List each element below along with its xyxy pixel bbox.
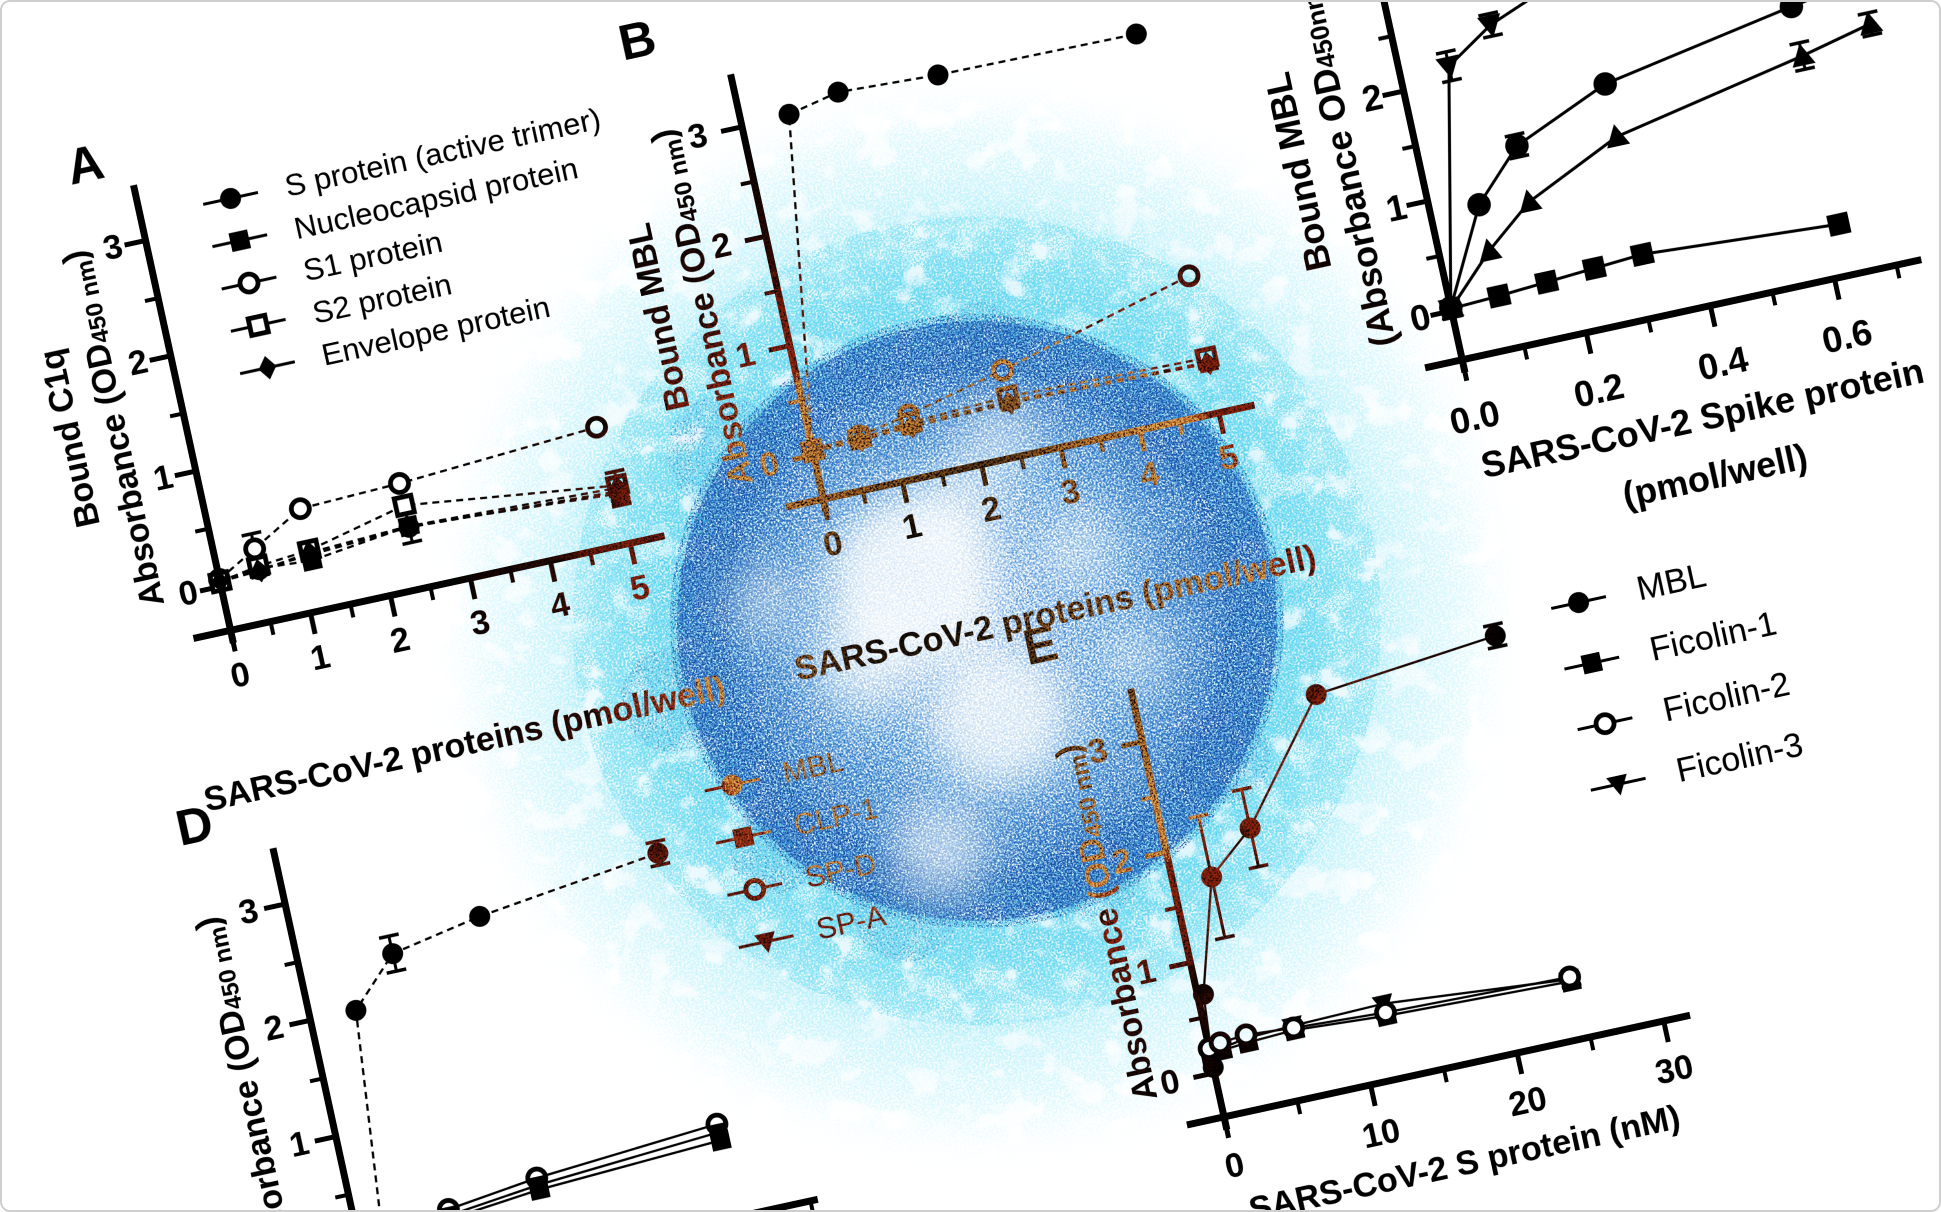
panel-C-ytick-1: 1 [1382, 186, 1410, 230]
panel-C-xtick-0.2: 0.2 [1570, 365, 1628, 416]
panel-A-xtick-3: 3 [467, 602, 494, 643]
panel-C-xtick-0.4: 0.4 [1694, 338, 1752, 389]
panel-E-series-mbl [1188, 620, 1508, 1078]
panel-B-xtick-4: 4 [1136, 454, 1163, 495]
panel-B-xtick-1: 1 [899, 506, 926, 547]
panel-C-ytick-2: 2 [1358, 76, 1386, 120]
panel-letter-B: B [614, 9, 661, 71]
panel-E-xtick-30: 30 [1652, 1047, 1697, 1092]
panel-A: 0 1 2 3 4 5 0 1 2 3 SARS-CoV-2 proteins (pmol/well… [32, 101, 729, 820]
panel-D-series-mbl [345, 837, 671, 1212]
panel-D-ytick-2: 2 [261, 1008, 288, 1049]
panel-D-series-sp-d [381, 1112, 729, 1212]
legend-label-sp-d: SP-D [802, 847, 879, 895]
legend-label-ficolin-3: Ficolin-3 [1673, 726, 1807, 790]
panel-E-xtick-0: 0 [1221, 1145, 1248, 1186]
panel-E-series-ficolin-2 [1197, 965, 1582, 1061]
legend-label-ficolin-2: Ficolin-2 [1660, 665, 1794, 729]
panel-A-ytick-2: 2 [125, 342, 152, 383]
legend-label-mbl: MBL [779, 745, 846, 790]
panel-A-xtick-2: 2 [387, 620, 414, 661]
panel-letter-A: A [61, 133, 108, 195]
panel-C: 0.00.20.40.60123SARS-CoV-2 Spike protein… [1256, 0, 1928, 516]
panel-A-xtick-1: 1 [307, 637, 334, 678]
legend-label-clp-1: CLP-1 [791, 792, 881, 842]
panel-C-series-ficolin-3 [1435, 0, 1785, 321]
panel-D-y-ticks [263, 902, 347, 1200]
panel-B-series-s-protein-active-trimer- [778, 23, 1147, 460]
panel-C-ytick-0: 0 [1406, 296, 1434, 340]
panel-D-ytick-3: 3 [235, 891, 262, 932]
panel-E-y-title-1: Absorbance (OD450 nm) [1049, 741, 1166, 1105]
panel-D-x-ticks [772, 1202, 816, 1212]
panel-B-xtick-2: 2 [978, 489, 1005, 530]
panel-B-y-ticks [720, 124, 812, 463]
panel-B-series-envelope-protein [804, 351, 1217, 464]
panel-D-y-title-1: Absorbance (OD450 nm) [189, 913, 306, 1212]
panel-C-x-axis [1424, 256, 1923, 372]
panel-D-ytick-1: 1 [286, 1124, 313, 1165]
panel-B-x-ticks [821, 414, 1226, 521]
panel-E-xtick-10: 10 [1359, 1111, 1404, 1156]
panel-B-xtick-3: 3 [1057, 472, 1084, 513]
panel-A-ytick-3: 3 [100, 227, 127, 268]
panel-E-xtick-20: 20 [1505, 1079, 1550, 1124]
panel-E-x-axis [1186, 1011, 1691, 1129]
panel-A-x-title: SARS-CoV-2 proteins (pmol/well) [200, 669, 729, 820]
panel-A-x-axis [192, 532, 666, 642]
panel-A-x-ticks [228, 545, 638, 652]
panel-D-x-axis [332, 1195, 819, 1212]
panel-D-series-clp-1 [383, 1129, 732, 1212]
panel-E-x-ticks [1222, 1022, 1671, 1139]
panel-C-xtick-0.6: 0.6 [1818, 311, 1876, 362]
panel-A-series-envelope-protein [211, 467, 632, 594]
panel-A-legend: S protein (active trimer)Nucleocapsid pr… [202, 101, 604, 380]
panel-A-y-axis [130, 184, 237, 644]
panel-A-ytick-0: 0 [175, 573, 202, 614]
panel-A-xtick-0: 0 [227, 655, 254, 696]
panel-A-xtick-5: 5 [627, 568, 654, 609]
panel-A-xtick-4: 4 [547, 585, 574, 626]
panel-B-x-axis [785, 401, 1256, 511]
legend-label-ficolin-1: Ficolin-1 [1646, 604, 1780, 668]
panel-A-ytick-1: 1 [150, 458, 177, 499]
panel-C-series-ficolin-1 [1438, 211, 1852, 322]
legend-label-sp-a: SP-A [813, 899, 888, 946]
panel-C-ytick-3: 3 [1334, 0, 1362, 10]
panel-B-xtick-0: 0 [820, 523, 847, 564]
panel-C-series-ficolin-2 [1441, 9, 1884, 321]
panel-D-y-axis [269, 847, 377, 1212]
legend-label-mbl: MBL [1633, 556, 1709, 608]
panel-C-x-ticks [1460, 267, 1902, 382]
panel-C-xtick-0.0: 0.0 [1446, 392, 1504, 443]
panel-E-x-title: SARS-CoV-2 S protein (nM) [1245, 1098, 1683, 1212]
panel-B-xtick-5: 5 [1215, 437, 1242, 478]
